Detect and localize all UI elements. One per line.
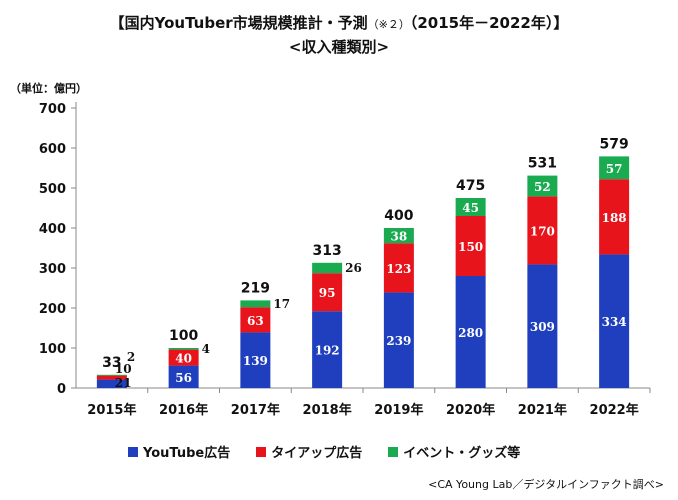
legend-item-tieup: タイアップ広告 xyxy=(256,442,362,461)
legend-label-youtube: YouTube広告 xyxy=(143,446,231,461)
bar-segment-tieup xyxy=(527,196,558,265)
source-note: <CA Young Lab／デジタルインファクト調べ> xyxy=(428,478,664,491)
data-label-goods: 38 xyxy=(391,230,408,244)
chart-title: 【国内YouTuber市場規模推計・予測（※２）（2015年－2022年）】 xyxy=(0,12,678,33)
bar-segment-tieup xyxy=(383,243,414,293)
data-label-goods: 45 xyxy=(462,201,479,215)
bar-segment-goods xyxy=(527,175,558,197)
x-tick-label: 2016年 xyxy=(159,402,208,418)
bar-segment-youtube xyxy=(168,365,199,388)
data-label-youtube: 21 xyxy=(115,376,132,390)
x-tick-label: 2022年 xyxy=(590,402,639,418)
x-tick-label: 2020年 xyxy=(446,402,495,418)
title-note: （※２） xyxy=(367,18,410,31)
bar-segment-youtube xyxy=(383,292,414,388)
bar-segment-goods xyxy=(240,300,271,308)
data-label-goods: 57 xyxy=(606,162,623,176)
total-label: 313 xyxy=(313,243,342,259)
y-tick-label: 400 xyxy=(39,222,66,237)
bar-segment-goods xyxy=(312,262,343,274)
data-label-youtube: 239 xyxy=(386,334,411,348)
bar-segment-goods xyxy=(96,374,127,376)
data-label-goods: 2 xyxy=(127,350,135,364)
data-label-youtube: 280 xyxy=(458,326,483,340)
y-tick-label: 300 xyxy=(39,262,66,277)
x-tick-label: 2019年 xyxy=(374,402,423,418)
legend-label-tieup: タイアップ広告 xyxy=(271,446,363,461)
x-tick-label: 2018年 xyxy=(303,402,352,418)
bar-segment-youtube xyxy=(312,311,343,388)
bar-segment-goods xyxy=(599,156,630,180)
total-label: 531 xyxy=(528,156,557,172)
bar-segment-tieup xyxy=(455,216,486,276)
x-tick-label: 2021年 xyxy=(518,402,567,418)
data-label-tieup: 40 xyxy=(175,352,192,366)
y-tick-label: 600 xyxy=(39,142,66,157)
data-label-youtube: 309 xyxy=(530,320,555,334)
x-tick-label: 2015年 xyxy=(87,402,136,418)
data-label-tieup: 188 xyxy=(602,211,627,225)
total-label: 400 xyxy=(384,208,413,224)
bar-segment-youtube xyxy=(455,276,486,388)
data-label-goods: 17 xyxy=(273,297,290,311)
chart-subtitle: <収入種類別> xyxy=(288,38,390,56)
total-label: 475 xyxy=(456,178,485,194)
bar-segment-goods xyxy=(168,348,199,350)
legend-item-goods: イベント・グッズ等 xyxy=(388,442,520,461)
y-tick-label: 0 xyxy=(57,382,66,397)
legend-item-youtube: YouTube広告 xyxy=(128,442,230,461)
data-label-tieup: 10 xyxy=(115,362,132,376)
data-label-youtube: 56 xyxy=(175,371,192,385)
legend: YouTube広告 タイアップ広告 イベント・グッズ等 xyxy=(128,442,520,461)
y-tick-label: 100 xyxy=(39,342,66,357)
legend-label-goods: イベント・グッズ等 xyxy=(403,446,521,461)
total-label: 100 xyxy=(169,328,198,344)
bar-segment-youtube xyxy=(527,264,558,388)
title-main: 【国内YouTuber市場規模推計・予測 xyxy=(109,14,368,32)
bar-segment-youtube xyxy=(96,379,127,388)
data-label-youtube: 192 xyxy=(315,344,340,358)
data-label-goods: 26 xyxy=(345,261,362,275)
bar-segment-youtube xyxy=(599,254,630,388)
total-label: 219 xyxy=(241,280,270,296)
bar-segment-tieup xyxy=(96,375,127,380)
y-tick-label: 700 xyxy=(39,102,66,117)
x-tick-label: 2017年 xyxy=(231,402,280,418)
bar-segment-goods xyxy=(383,228,414,244)
bar-segment-youtube xyxy=(240,332,271,388)
data-label-tieup: 95 xyxy=(319,286,336,300)
title-range: （2015年－2022年）】 xyxy=(409,14,569,32)
unit-label: （単位：億円） xyxy=(10,82,87,95)
y-tick-label: 200 xyxy=(39,302,66,317)
bar-segment-tieup xyxy=(168,349,199,366)
data-label-tieup: 170 xyxy=(530,224,555,238)
data-label-tieup: 123 xyxy=(386,262,411,276)
data-label-goods: 52 xyxy=(534,180,551,194)
data-label-tieup: 63 xyxy=(247,314,264,328)
legend-swatch-tieup xyxy=(256,446,267,457)
data-label-goods: 4 xyxy=(202,342,210,356)
bar-segment-tieup xyxy=(240,307,271,333)
total-label: 33 xyxy=(102,355,121,371)
bar-segment-goods xyxy=(455,198,486,216)
legend-swatch-youtube xyxy=(128,446,138,457)
data-label-youtube: 139 xyxy=(243,354,268,368)
bar-segment-tieup xyxy=(599,179,630,255)
data-label-tieup: 150 xyxy=(458,240,483,254)
y-tick-label: 500 xyxy=(39,182,66,197)
legend-swatch-goods xyxy=(388,446,399,457)
data-label-youtube: 334 xyxy=(602,315,627,329)
total-label: 579 xyxy=(600,136,629,152)
bar-segment-tieup xyxy=(312,273,343,312)
